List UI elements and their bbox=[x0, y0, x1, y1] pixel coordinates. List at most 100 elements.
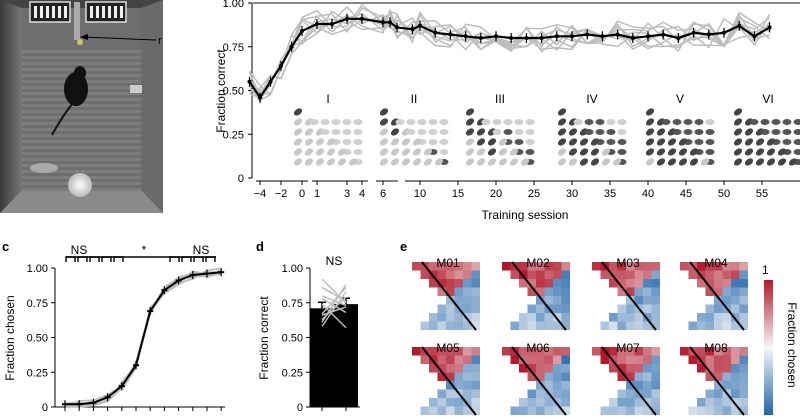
reward-port bbox=[77, 39, 83, 45]
heatmap-cell bbox=[705, 270, 714, 279]
heatmap-cell bbox=[643, 270, 652, 279]
heatmap-cell bbox=[463, 381, 472, 390]
heatmap-cell bbox=[463, 389, 472, 398]
mean-point bbox=[767, 25, 772, 30]
stimulus-grating bbox=[766, 158, 776, 166]
stimulus-grating bbox=[617, 119, 627, 125]
heatmap-cell bbox=[643, 347, 652, 356]
stimulus-grating bbox=[498, 138, 508, 146]
colorbar: 1 Fraction chosen bbox=[762, 263, 799, 415]
stimulus-grating bbox=[293, 128, 303, 136]
mean-point bbox=[315, 22, 319, 26]
heatmap-cell bbox=[561, 355, 570, 364]
heatmap-cell bbox=[471, 321, 480, 330]
heatmap-cell bbox=[553, 372, 562, 381]
mean-point bbox=[706, 32, 711, 37]
x-tick-label: 4 bbox=[359, 188, 365, 200]
individual-traces bbox=[248, 3, 771, 105]
stimulus-grating bbox=[667, 148, 677, 156]
heatmap-cell bbox=[502, 262, 511, 271]
individual-line bbox=[321, 284, 347, 323]
stimulus-grating bbox=[733, 128, 743, 136]
stimulus-grating bbox=[401, 158, 411, 166]
mean-point bbox=[554, 34, 559, 39]
heatmap-cell bbox=[553, 287, 562, 296]
heatmap-cell bbox=[420, 406, 429, 415]
stimulus-grating bbox=[331, 119, 341, 125]
heatmap-cell bbox=[651, 406, 660, 415]
mean-point bbox=[737, 23, 742, 28]
floor-stripe bbox=[22, 122, 141, 125]
stage-inset bbox=[645, 108, 715, 166]
side-port bbox=[130, 85, 142, 93]
grating-bar bbox=[102, 6, 105, 18]
boundary-line bbox=[689, 261, 745, 331]
heatmap-m01: M01 bbox=[412, 256, 480, 331]
stimulus-grating bbox=[573, 119, 583, 125]
heatmap-cell bbox=[651, 389, 660, 398]
heatmap-cell bbox=[429, 321, 438, 330]
stimulus-grating bbox=[590, 148, 600, 156]
heatmap-cell bbox=[634, 262, 643, 271]
heatmap-cell bbox=[519, 279, 528, 288]
heatmap-cell bbox=[731, 347, 740, 356]
heatmap-cell bbox=[643, 364, 652, 373]
stimulus-grating bbox=[590, 158, 600, 166]
stimulus-grating bbox=[656, 158, 666, 166]
heatmap-cell bbox=[626, 355, 635, 364]
heatmap-cell bbox=[714, 287, 723, 296]
grating-bar bbox=[96, 6, 99, 18]
heatmap-cell bbox=[561, 279, 570, 288]
heatmap-cell bbox=[626, 304, 635, 313]
stimulus-grating bbox=[568, 158, 578, 166]
heatmap-cell bbox=[527, 313, 536, 322]
heatmap-cell bbox=[527, 321, 536, 330]
heatmap-cell bbox=[510, 355, 519, 364]
heatmap-cell bbox=[626, 372, 635, 381]
heatmap-cell bbox=[651, 381, 660, 390]
light-source bbox=[68, 173, 92, 197]
stimulus-grating bbox=[678, 158, 688, 166]
mean-point bbox=[410, 27, 415, 32]
stimulus-grating bbox=[304, 158, 314, 166]
stimulus-grating bbox=[645, 118, 655, 126]
heatmap-cell bbox=[536, 381, 545, 390]
sig-right: NS bbox=[193, 243, 210, 257]
y-tick-label: 1.00 bbox=[27, 263, 48, 275]
heatmap-cell bbox=[437, 406, 446, 415]
heatmap-cell bbox=[527, 389, 536, 398]
heatmap-cell bbox=[561, 321, 570, 330]
mean-point bbox=[247, 79, 252, 84]
mean-point bbox=[539, 36, 544, 40]
heatmap-cell bbox=[463, 287, 472, 296]
heatmap-cell bbox=[420, 321, 429, 330]
y-tick-label: 1.00 bbox=[223, 0, 244, 10]
heatmap-cell bbox=[429, 313, 438, 322]
heatmap-cell bbox=[446, 279, 455, 288]
heatmap-cell bbox=[705, 279, 714, 288]
y-tick-label: 0.50 bbox=[223, 86, 244, 98]
heatmap-cell bbox=[617, 321, 626, 330]
stimulus-grating bbox=[700, 158, 710, 166]
heatmap-cell bbox=[553, 262, 562, 271]
y-tick-label: 0.25 bbox=[27, 367, 48, 379]
heatmap-cell bbox=[722, 296, 731, 305]
stimulus-grating bbox=[481, 119, 491, 125]
heatmap-cell bbox=[705, 321, 714, 330]
stimulus-grating bbox=[309, 119, 319, 125]
stimulus-grating bbox=[337, 148, 347, 156]
heatmap-cell bbox=[731, 262, 740, 271]
stimulus-grating bbox=[705, 119, 715, 125]
heatmap-cell bbox=[634, 372, 643, 381]
stimulus-grating bbox=[733, 148, 743, 156]
heatmap-cell bbox=[739, 262, 748, 271]
heatmap-cell bbox=[527, 279, 536, 288]
stimulus-grating bbox=[771, 119, 781, 125]
heatmap-cell bbox=[609, 364, 618, 373]
stimulus-grating bbox=[612, 158, 622, 166]
heatmap-cell bbox=[705, 313, 714, 322]
heatmap-cell bbox=[536, 347, 545, 356]
stimulus-grating bbox=[617, 139, 627, 145]
heatmap-cell bbox=[446, 296, 455, 305]
grating-bar bbox=[90, 6, 93, 18]
